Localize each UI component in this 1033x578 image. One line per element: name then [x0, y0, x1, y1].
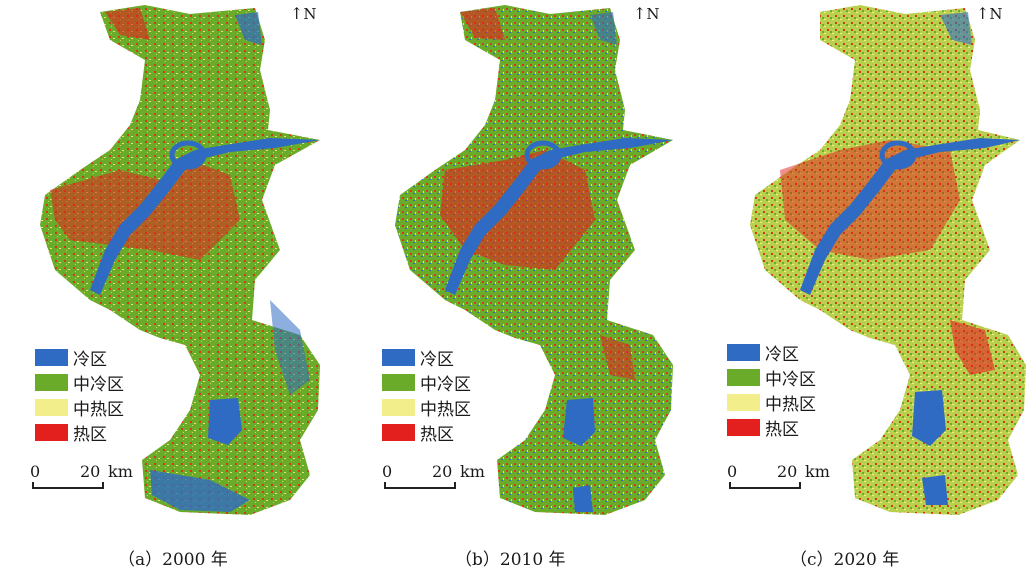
scale-unit: km: [460, 462, 485, 481]
scale-bar: 0 20 km: [727, 462, 837, 502]
cold-patch-east: [270, 300, 310, 395]
cold-zone-swatch: [382, 349, 415, 366]
yangtze-river: [445, 138, 673, 295]
river-loop: [524, 140, 562, 170]
river-loop: [879, 140, 917, 170]
panel-caption: （b）2010 年: [455, 550, 566, 570]
north-arrow-icon: ↑: [976, 4, 990, 23]
lake: [208, 398, 242, 445]
cold-patch-north: [940, 12, 972, 45]
legend-item: 冷区: [35, 345, 124, 370]
legend-item: 冷区: [727, 340, 816, 365]
urban-hotspot: [460, 8, 505, 40]
map-panel-c: ↑N 冷区 中冷区 中热区 热区 0 20 km （c）2020 年: [690, 0, 1033, 578]
urban-hotspot: [950, 320, 995, 375]
medium-hot-zone-swatch: [35, 399, 68, 416]
north-label: N: [303, 5, 317, 23]
urban-hotspot: [600, 335, 635, 380]
north-arrow: ↑N: [290, 6, 317, 22]
cold-patch-south: [573, 485, 593, 512]
legend-label: 热区: [73, 425, 107, 445]
legend-label: 冷区: [765, 345, 799, 365]
hot-zone-swatch: [727, 419, 760, 436]
region-outline: [40, 5, 320, 515]
scale-twenty: 20: [777, 462, 798, 481]
medium-cold-zone-swatch: [727, 369, 760, 386]
panel-caption: （c）2020 年: [790, 550, 900, 570]
cold-patch-north: [590, 12, 617, 45]
yangtze-river: [90, 138, 320, 295]
scale-bar-line: [729, 482, 801, 489]
north-arrow: ↑N: [633, 6, 660, 22]
region-outline: [750, 5, 1026, 515]
legend-label: 中热区: [765, 395, 816, 415]
river-loop: [169, 140, 207, 170]
cold-zone-swatch: [727, 344, 760, 361]
legend-item: 热区: [35, 420, 124, 445]
legend: 冷区 中冷区 中热区 热区: [382, 345, 471, 445]
legend-item: 中热区: [35, 395, 124, 420]
scale-unit: km: [805, 462, 830, 481]
legend: 冷区 中冷区 中热区 热区: [727, 340, 816, 440]
scale-bar-line: [32, 482, 104, 489]
map-panel-b: ↑N 冷区 中冷区 中热区 热区 0 20 km （b）2010 年: [345, 0, 690, 578]
hot-zone-swatch: [35, 424, 68, 441]
north-label: N: [989, 5, 1003, 23]
legend-label: 冷区: [420, 350, 454, 370]
scale-zero: 0: [30, 462, 41, 481]
legend-label: 中冷区: [420, 375, 471, 395]
legend-item: 冷区: [382, 345, 471, 370]
cold-patch-north: [235, 12, 262, 45]
legend-label: 中热区: [420, 400, 471, 420]
scale-zero: 0: [382, 462, 393, 481]
lake: [563, 398, 595, 446]
panel-caption: （a）2000 年: [118, 550, 228, 570]
legend-item: 中冷区: [382, 370, 471, 395]
yangtze-river: [800, 138, 1020, 295]
scale-bar: 0 20 km: [382, 462, 492, 502]
scale-bar-line: [384, 482, 456, 489]
scale-bar: 0 20 km: [30, 462, 140, 502]
scale-twenty: 20: [432, 462, 453, 481]
legend-label: 中冷区: [765, 370, 816, 390]
heat-zone-map-2020: [750, 5, 1026, 515]
scale-unit: km: [108, 462, 133, 481]
legend-label: 热区: [420, 425, 454, 445]
medium-hot-zone-swatch: [382, 399, 415, 416]
legend-item: 中冷区: [727, 365, 816, 390]
legend-label: 热区: [765, 420, 799, 440]
cold-patch-south: [922, 475, 948, 505]
urban-hotspot: [105, 8, 150, 40]
heat-zone-map-2000: [40, 5, 320, 515]
legend-label: 冷区: [73, 350, 107, 370]
scale-zero: 0: [727, 462, 738, 481]
legend-label: 中冷区: [73, 375, 124, 395]
medium-hot-zone-swatch: [727, 394, 760, 411]
north-label: N: [646, 5, 660, 23]
medium-cold-zone-swatch: [35, 374, 68, 391]
scale-twenty: 20: [80, 462, 101, 481]
legend-item: 中冷区: [35, 370, 124, 395]
lake: [912, 390, 946, 446]
north-arrow-icon: ↑: [633, 4, 647, 23]
heat-zone-map-2010: [395, 5, 673, 515]
medium-cold-zone-swatch: [382, 374, 415, 391]
legend-label: 中热区: [73, 400, 124, 420]
legend-item: 中热区: [382, 395, 471, 420]
legend: 冷区 中冷区 中热区 热区: [35, 345, 124, 445]
cold-zone-swatch: [35, 349, 68, 366]
legend-item: 热区: [382, 420, 471, 445]
legend-item: 中热区: [727, 390, 816, 415]
legend-item: 热区: [727, 415, 816, 440]
cold-patch-south: [150, 470, 250, 512]
north-arrow: ↑N: [976, 6, 1003, 22]
hot-zone-swatch: [382, 424, 415, 441]
north-arrow-icon: ↑: [290, 4, 304, 23]
map-panel-a: ↑N 冷区 中冷区 中热区 热区 0 20 km （a）2000 年: [0, 0, 345, 578]
